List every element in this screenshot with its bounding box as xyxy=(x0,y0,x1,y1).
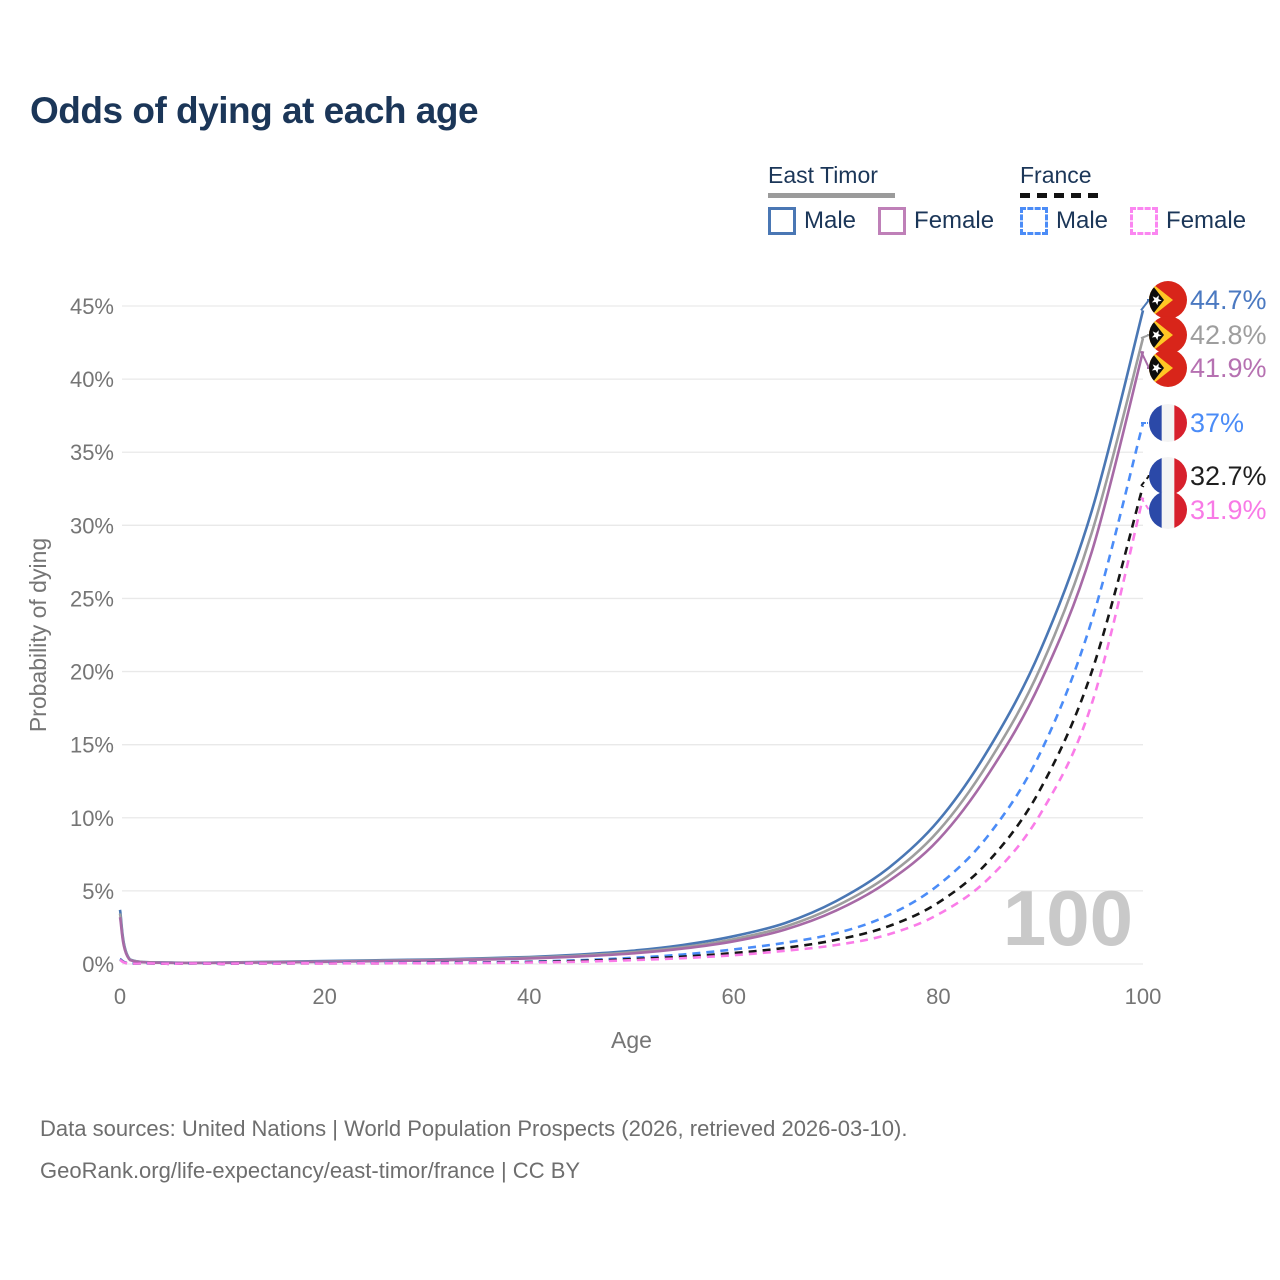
y-tick-label: 45% xyxy=(70,294,114,319)
attribution-line: GeoRank.org/life-expectancy/east-timor/f… xyxy=(40,1158,581,1183)
legend-country-name: France xyxy=(1020,162,1092,188)
series-line-east-timor-both-sexes xyxy=(118,337,1145,965)
data-sources-line: Data sources: United Nations | World Pop… xyxy=(40,1116,908,1141)
legend-group-east-timor: East Timor Male Female xyxy=(768,162,1008,235)
series-line-france-female xyxy=(119,497,1145,966)
label-connector-france-female xyxy=(1140,497,1151,511)
y-tick-label: 5% xyxy=(82,879,114,904)
series-line-east-timor-female xyxy=(118,350,1145,965)
label-connector-france-both-sexes xyxy=(1140,475,1152,487)
legend-item-male[interactable]: Male xyxy=(1056,207,1109,234)
flag-france-icon xyxy=(1149,491,1187,529)
legend-item-female[interactable]: Female xyxy=(914,207,995,234)
series-line-east-timor-male xyxy=(118,310,1145,965)
x-tick-label: 0 xyxy=(114,984,126,1009)
y-tick-label: 15% xyxy=(70,733,114,758)
legend-line-style-dashed xyxy=(1020,193,1098,198)
series-end-label-east-timor-male: 44.7% xyxy=(1190,285,1267,315)
x-tick-label: 100 xyxy=(1125,984,1162,1009)
y-tick-label: 25% xyxy=(70,586,114,611)
gridlines: 0% 5% 10% 15% 20% 25% 30% 35% 40% 45% 0 20 40 60 80 100 xyxy=(70,294,1161,1009)
page-title: Odds of dying at each age xyxy=(30,90,479,131)
legend-country-name: East Timor xyxy=(768,162,878,188)
series-end-label-france-female: 31.9% xyxy=(1190,495,1267,525)
x-axis-title: Age xyxy=(611,1027,652,1053)
legend-swatch-east-timor-male[interactable] xyxy=(768,207,796,235)
flag-east-timor-icon xyxy=(1149,316,1187,354)
x-tick-label: 60 xyxy=(722,984,746,1009)
y-tick-label: 40% xyxy=(70,367,114,392)
watermark-age: 100 xyxy=(1003,874,1133,962)
series-line-france-both-sexes xyxy=(119,485,1145,966)
series-end-label-france-male: 37% xyxy=(1190,408,1244,438)
flag-france-icon xyxy=(1149,404,1187,442)
legend-line-style-solid xyxy=(768,193,895,198)
x-tick-label: 20 xyxy=(312,984,336,1009)
series-end-label-east-timor-female: 41.9% xyxy=(1190,353,1267,383)
legend-swatch-france-female[interactable] xyxy=(1130,207,1159,235)
flag-east-timor-icon xyxy=(1149,281,1187,319)
series-end-label-east-timor-both-sexes: 42.8% xyxy=(1190,320,1267,350)
x-tick-label: 40 xyxy=(517,984,541,1009)
series-end-label-france-both-sexes: 32.7% xyxy=(1190,461,1267,491)
x-tick-label: 80 xyxy=(926,984,950,1009)
y-tick-label: 35% xyxy=(70,440,114,465)
y-tick-label: 30% xyxy=(70,513,114,538)
legend-item-male[interactable]: Male xyxy=(804,207,857,234)
legend-swatch-france-male[interactable] xyxy=(1020,207,1048,235)
legend-group-france: France Male Female xyxy=(1020,162,1260,235)
label-connector-east-timor-male xyxy=(1140,299,1152,311)
y-tick-label: 10% xyxy=(70,806,114,831)
flag-east-timor-icon xyxy=(1149,349,1187,387)
legend-swatch-east-timor-female[interactable] xyxy=(878,207,907,235)
series-line-france-male xyxy=(119,422,1145,966)
legend-item-female[interactable]: Female xyxy=(1166,207,1247,234)
flag-france-icon xyxy=(1149,457,1187,495)
label-connector-east-timor-both-sexes xyxy=(1140,334,1150,340)
y-axis-title: Probability of dying xyxy=(25,538,51,732)
footer: Data sources: United Nations | World Pop… xyxy=(40,1108,907,1192)
y-tick-label: 20% xyxy=(70,660,114,685)
y-tick-label: 0% xyxy=(82,952,114,977)
